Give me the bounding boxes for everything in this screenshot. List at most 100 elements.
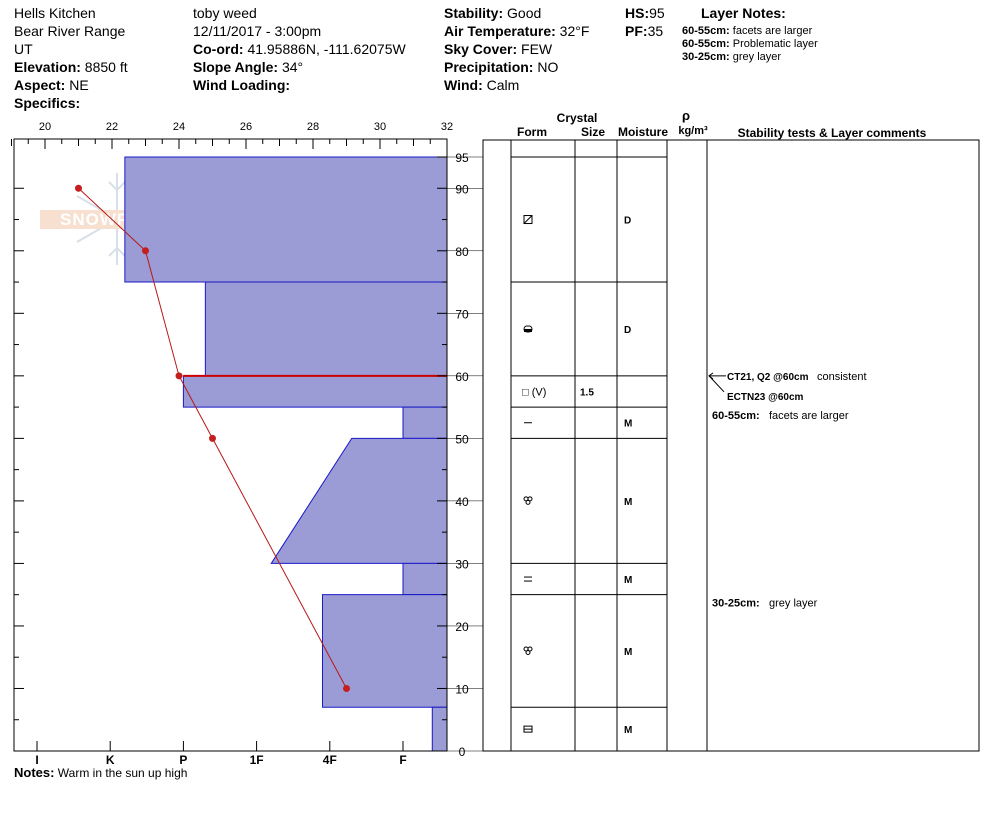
rounding-faceted-icon [523,325,533,333]
depth-tick-label: 20 [455,620,469,634]
stability-tests: CT21, Q2 @60cm consistent ECTN23 @60cm 60-5… [708,371,867,610]
temperature-profile [75,184,350,692]
hardness-layer-bar [402,562,448,596]
rho-header: ρ [682,108,690,123]
melt-forms-icon [523,496,533,505]
depth-tick-label: 30 [455,557,469,571]
density-header: kg/m³ [678,125,708,137]
obs-datetime: 12/11/2017 - 3:00pm [193,23,322,39]
air-temp-row: Air Temperature: 32°F [444,23,590,39]
hardness-layer-bar [431,706,448,752]
crystal-header: Crystal [557,111,598,125]
precip-row: Precipitation: NO [444,59,559,75]
header-site: toby weed 12/11/2017 - 3:00pm Co-ord: 41… [193,4,406,94]
depth-tick-label: 10 [455,682,469,696]
elevation-row: Elevation: 8850 ft [14,59,128,75]
layer-row: D [523,325,631,336]
layer-moisture: M [624,419,632,430]
layer-comment-label: 60-55cm: [712,410,760,422]
temperature-point [209,434,216,442]
double-crust-icon [524,576,532,582]
layer-row: M [523,646,632,658]
stability-test-result: ECTN23 @60cm [727,392,804,403]
layer-moisture: D [624,325,631,336]
layer-note: 60-55cm: facets are larger [682,25,813,37]
hardness-tick-label: F [399,753,406,767]
stability-test-result: CT21, Q2 @60cm [727,372,809,383]
layer-table-frame [482,139,980,752]
header-hs-pf: HS:95 PF:35 [625,4,665,40]
layer-table: Crystal Form Size Moisture ρ kg/m³ Stabi… [482,108,980,752]
depth-tick-label: 60 [455,370,469,384]
layer-moisture: M [624,497,632,508]
layer-moisture: D [624,216,631,227]
wind-row: Wind: Calm [444,77,520,93]
layer-form: □ (V) [522,386,546,398]
comments-header: Stability tests & Layer comments [738,126,927,140]
hardness-layer-bar [321,594,448,708]
rounded-faceted-icon [523,725,533,733]
layer-rows: D D □ (V) 1.5 M M M M M [511,156,667,736]
layer-row: D [523,215,631,227]
layer-comment-text: facets are larger [769,410,849,422]
pf-row: PF:35 [625,23,664,39]
decomposing-icon [523,215,533,225]
temperature-tick-label: 22 [106,121,118,133]
size-header: Size [581,125,605,139]
depth-tick-label: 80 [455,245,469,259]
layer-row: M [524,575,632,586]
observer-name: toby weed [193,5,257,21]
arrow-icon [708,372,714,380]
layer-size: 1.5 [580,387,594,398]
state-name: UT [14,41,33,57]
depth-tick-label: 0 [459,745,466,759]
depth-tick-label: 50 [455,432,469,446]
hardness-layer-bar [270,437,448,564]
axes: 20 22 24 26 28 30 32 0 10 20 30 40 50 60 70 80 90 95 I K P 1F… [11,121,483,767]
melt-forms-icon [523,646,533,655]
layer-moisture: M [624,575,632,586]
stability-test-note: consistent [817,371,867,383]
notes-text: Warm in the sun up high [57,766,188,780]
hardness-profile [124,156,448,752]
layer-row: M [523,496,632,508]
form-header: Form [517,125,547,139]
hardness-layer-bar [182,375,448,408]
aspect-row: Aspect: NE [14,77,89,93]
depth-tick-label: 70 [455,307,469,321]
temperature-tick-label: 24 [173,121,185,133]
hardness-layer-bar [124,156,448,283]
temperature-tick-label: 28 [307,121,319,133]
test-pointer [708,375,725,393]
temperature-point [175,372,183,380]
layer-row: □ (V) 1.5 [522,386,594,398]
temperature-tick-label: 20 [39,121,51,133]
layer-note: 60-55cm: Problematic layer [682,38,818,50]
header-location: Hells Kitchen Bear River Range UT Elevat… [14,4,128,112]
hardness-layer-bar [402,406,448,439]
temperature-point [343,684,350,692]
depth-tick-label: 95 [455,151,469,165]
layer-notes-title: Layer Notes: [701,5,786,21]
hardness-tick-label: 1F [250,753,264,767]
hardness-tick-label: 4F [323,753,337,767]
depth-tick-label: 90 [455,182,469,196]
layer-comment-label: 30-25cm: [712,598,760,610]
sky-row: Sky Cover: FEW [444,41,553,57]
footer-notes: Notes: Warm in the sun up high [14,765,188,780]
layer-comment-text: grey layer [769,598,818,610]
location-name: Hells Kitchen [14,5,96,21]
layer-note: 30-25cm: grey layer [682,51,782,63]
specifics-row: Specifics: [14,95,81,111]
layer-row: M [524,419,632,430]
layer-moisture: M [624,725,632,736]
header-conditions: Stability: Good Air Temperature: 32°F Sk… [444,4,589,94]
hardness-tick-label: K [106,753,115,767]
hardness-tick-label: I [35,753,38,767]
hardness-tick-label: P [179,753,187,767]
layer-notes-list: 60-55cm: facets are larger 60-55cm: Prob… [682,25,818,64]
temperature-point [75,184,82,192]
depth-tick-label: 40 [455,495,469,509]
moisture-header: Moisture [618,125,668,139]
